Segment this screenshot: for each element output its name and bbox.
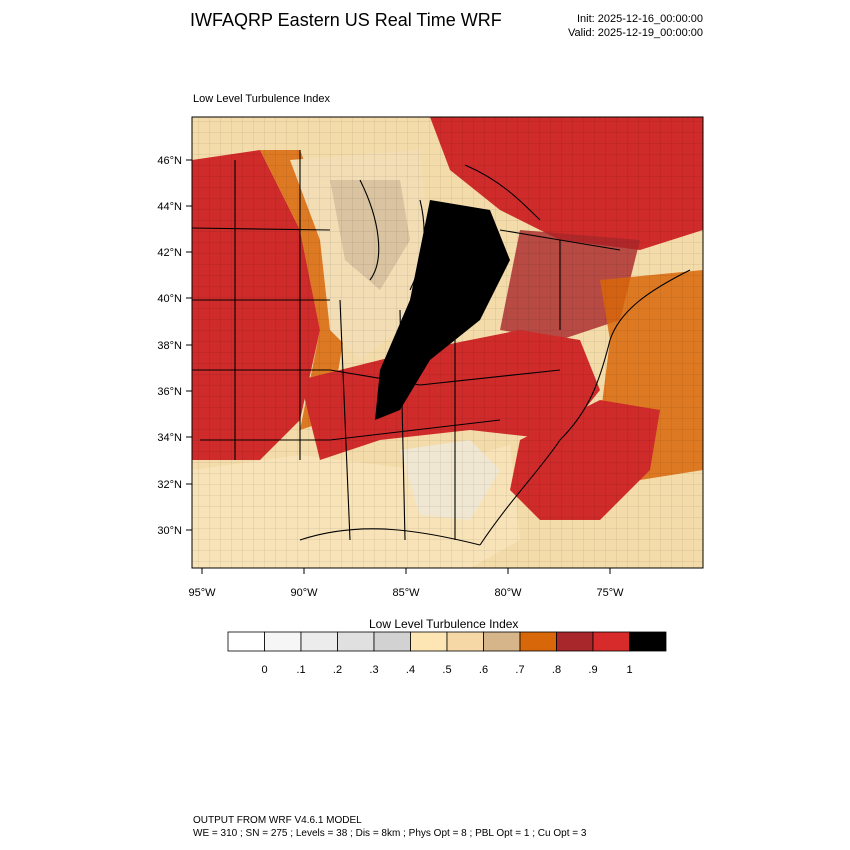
colorbar-label: .5: [442, 664, 451, 676]
colorbar-label: .7: [515, 664, 524, 676]
lat-label: 40°N: [157, 293, 182, 305]
lat-label: 32°N: [157, 479, 182, 491]
lon-label: 85°W: [392, 587, 420, 599]
init-time: Init: 2025-12-16_00:00:00: [577, 13, 703, 25]
colorbar-label: .9: [588, 664, 597, 676]
plot-title: Low Level Turbulence Index: [193, 93, 330, 105]
colorbar-label: .1: [296, 664, 305, 676]
colorbar-swatch: [227, 631, 265, 652]
lat-label: 34°N: [157, 432, 182, 444]
colorbar: [227, 631, 667, 652]
colorbar-swatch: [410, 631, 448, 652]
lon-label: 95°W: [188, 587, 216, 599]
colorbar-swatch: [337, 631, 375, 652]
lon-label: 90°W: [290, 587, 318, 599]
colorbar-swatch: [300, 631, 338, 652]
colorbar-swatch: [264, 631, 302, 652]
map-figure: 46°N 44°N 42°N 40°N 38°N 36°N 34°N 32°N …: [157, 116, 704, 676]
colorbar-labels: 0 .1 .2 .3 .4 .5 .6 .7 .8 .9 1: [261, 664, 632, 676]
colorbar-swatch: [629, 631, 667, 652]
colorbar-swatch: [519, 631, 557, 652]
main-title: IWFAQRP Eastern US Real Time WRF: [190, 10, 502, 30]
lat-label: 42°N: [157, 247, 182, 259]
lat-label: 46°N: [157, 155, 182, 167]
lat-label: 38°N: [157, 340, 182, 352]
valid-time: Valid: 2025-12-19_00:00:00: [568, 27, 703, 39]
colorbar-swatch: [556, 631, 594, 652]
lon-label: 80°W: [494, 587, 522, 599]
colorbar-label: 0: [261, 664, 267, 676]
colorbar-label: .2: [333, 664, 342, 676]
colorbar-label: .8: [552, 664, 561, 676]
lat-label: 30°N: [157, 525, 182, 537]
colorbar-label: .6: [479, 664, 488, 676]
colorbar-label: .4: [406, 664, 415, 676]
colorbar-swatch: [446, 631, 484, 652]
footer-model-line: OUTPUT FROM WRF V4.6.1 MODEL: [193, 815, 362, 826]
latitude-axis: 46°N 44°N 42°N 40°N 38°N 36°N 34°N 32°N …: [157, 155, 192, 537]
lon-label: 75°W: [596, 587, 624, 599]
turbulence-field: [192, 117, 703, 568]
lat-label: 36°N: [157, 386, 182, 398]
colorbar-title: Low Level Turbulence Index: [369, 617, 519, 631]
colorbar-label: 1: [626, 664, 632, 676]
plot-frame: [191, 116, 704, 569]
colorbar-swatch: [592, 631, 630, 652]
longitude-axis: 95°W 90°W 85°W 80°W 75°W: [188, 568, 624, 599]
colorbar-label: .3: [369, 664, 378, 676]
colorbar-swatch: [483, 631, 521, 652]
lat-label: 44°N: [157, 201, 182, 213]
colorbar-swatch: [373, 631, 411, 652]
footer-config-line: WE = 310 ; SN = 275 ; Levels = 38 ; Dis …: [193, 828, 587, 839]
